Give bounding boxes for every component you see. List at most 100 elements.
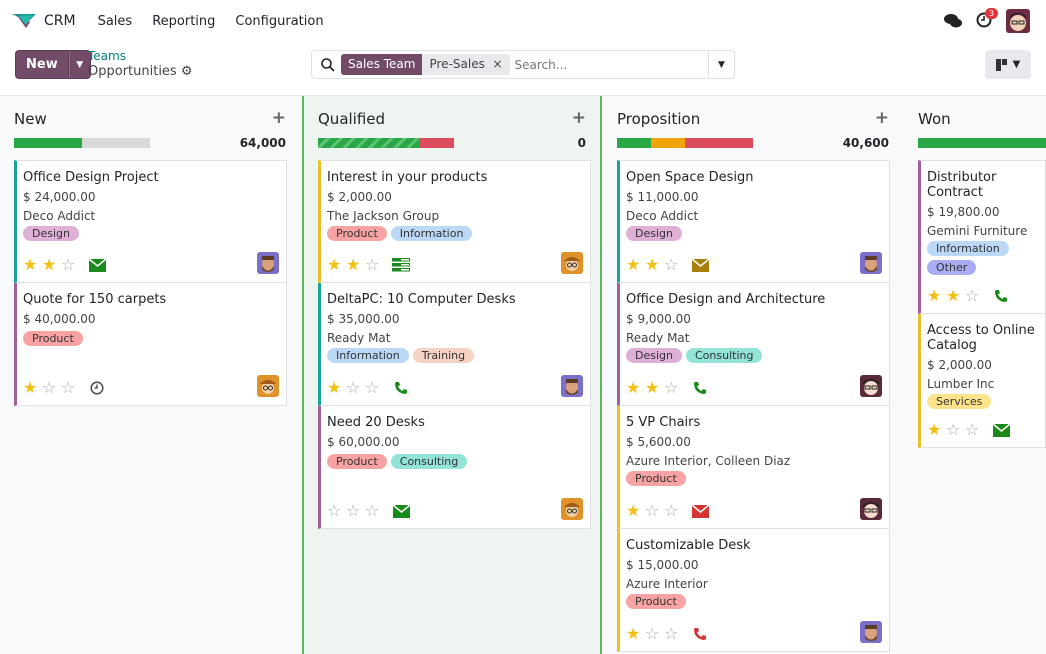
salesperson-avatar[interactable] [257,375,279,397]
card-title: Need 20 Desks [327,415,425,430]
search-input[interactable] [514,57,695,72]
salesperson-avatar[interactable] [860,498,882,520]
user-avatar[interactable] [1006,9,1030,33]
opportunity-card[interactable]: Customizable Desk $ 15,000.00 Azure Inte… [617,529,890,652]
new-dropdown-toggle[interactable]: ▼ [68,50,91,79]
new-button[interactable]: New [15,50,69,79]
opportunity-card[interactable]: Office Design and Architecture $ 9,000.0… [617,283,890,406]
phone-icon[interactable] [691,381,709,395]
top-navbar: CRM Sales Reporting Configuration 3 [0,0,1046,42]
priority-star-icon[interactable]: ☆ [42,378,57,397]
priority-star-icon[interactable]: ★ [645,255,660,274]
column-title[interactable]: Won [918,110,951,128]
opportunity-card[interactable]: 5 VP Chairs $ 5,600.00 Azure Interior, C… [617,406,890,529]
salesperson-avatar[interactable] [860,621,882,643]
envelope-icon[interactable] [88,258,106,272]
progress-segment[interactable] [318,138,419,148]
menu-sales[interactable]: Sales [97,13,133,29]
activity-button[interactable]: 3 [976,7,999,31]
app-name[interactable]: CRM [44,13,76,29]
priority-star-icon[interactable]: ★ [23,255,38,274]
priority-star-icon[interactable]: ☆ [61,255,76,274]
salesperson-avatar[interactable] [561,252,583,274]
chat-icon[interactable] [944,13,962,29]
envelope-icon[interactable] [691,504,709,518]
priority-star-icon[interactable]: ☆ [965,420,980,439]
column-title[interactable]: Qualified [318,110,386,128]
column-title[interactable]: New [14,110,47,128]
phone-icon[interactable] [691,627,709,641]
priority-star-icon[interactable]: ☆ [664,378,679,397]
tag-badge: Information [927,241,1009,256]
priority-star-icon[interactable]: ☆ [346,378,361,397]
priority-star-icon[interactable]: ★ [927,286,942,305]
salesperson-avatar[interactable] [561,498,583,520]
priority-star-icon[interactable]: ★ [23,378,38,397]
envelope-icon[interactable] [992,423,1010,437]
phone-icon[interactable] [992,289,1010,303]
progress-segment[interactable] [651,138,685,148]
menu-configuration[interactable]: Configuration [235,13,324,29]
breadcrumb-teams[interactable]: Teams [88,49,126,63]
clock-icon[interactable] [88,381,106,395]
priority-star-icon[interactable]: ☆ [946,420,961,439]
priority-star-icon[interactable]: ☆ [365,501,380,520]
opportunity-card[interactable]: DeltaPC: 10 Computer Desks $ 35,000.00 R… [318,283,591,406]
priority-star-icon[interactable]: ☆ [327,501,342,520]
opportunity-card[interactable]: Open Space Design $ 11,000.00 Deco Addic… [617,160,890,283]
priority-star-icon[interactable]: ☆ [346,501,361,520]
progress-segment[interactable] [685,138,753,148]
gear-icon[interactable]: ⚙ [180,64,193,79]
progress-segment[interactable] [14,138,82,148]
todo-list-icon[interactable] [392,258,410,272]
salesperson-avatar[interactable] [860,252,882,274]
priority-star-icon[interactable]: ★ [327,255,342,274]
facet-remove-icon[interactable]: × [492,57,503,71]
priority-star-icon[interactable]: ☆ [365,378,380,397]
column-title[interactable]: Proposition [617,110,701,128]
opportunity-card[interactable]: Need 20 Desks $ 60,000.00 Product Consult… [318,406,591,529]
salesperson-avatar[interactable] [257,252,279,274]
opportunity-card[interactable]: Distributor Contract $ 19,800.00 Gemini … [918,160,1046,314]
priority-star-icon[interactable]: ☆ [645,501,660,520]
priority-star-icon[interactable]: ★ [626,378,641,397]
priority-star-icon[interactable]: ★ [346,255,361,274]
envelope-icon[interactable] [691,258,709,272]
priority-star-icon[interactable]: ★ [626,255,641,274]
priority-star-icon[interactable]: ☆ [664,255,679,274]
salesperson-avatar[interactable] [561,375,583,397]
salesperson-avatar[interactable] [860,375,882,397]
priority-star-icon[interactable]: ★ [946,286,961,305]
priority-star-icon[interactable]: ★ [927,420,942,439]
priority-star-icon[interactable]: ★ [626,501,641,520]
view-switcher-button[interactable]: ▼ [985,50,1031,79]
quick-create-plus-icon[interactable]: + [271,108,286,128]
search-options-toggle[interactable]: ▼ [708,51,734,78]
card-title: Customizable Desk [626,538,751,553]
priority-star-icon[interactable]: ★ [327,378,342,397]
priority-star-icon[interactable]: ☆ [365,255,380,274]
quick-create-plus-icon[interactable]: + [874,108,889,128]
priority-star-icon[interactable]: ☆ [965,286,980,305]
quick-create-plus-icon[interactable]: + [571,108,586,128]
card-company: Ready Mat [626,331,690,345]
progress-segment[interactable] [418,138,454,148]
progress-segment[interactable] [617,138,651,148]
priority-star-icon[interactable]: ☆ [61,378,76,397]
priority-star-icon[interactable]: ☆ [645,624,660,643]
opportunity-card[interactable]: Interest in your products $ 2,000.00 The… [318,160,591,283]
priority-star-icon[interactable]: ★ [645,378,660,397]
menu-reporting[interactable]: Reporting [152,13,216,29]
envelope-icon[interactable] [392,504,410,518]
progress-segment[interactable] [918,138,1046,148]
priority-star-icon[interactable]: ☆ [664,501,679,520]
opportunity-card[interactable]: Quote for 150 carpets $ 40,000.00 Produc… [14,283,287,406]
phone-icon[interactable] [392,381,410,395]
priority-star-icon[interactable]: ☆ [664,624,679,643]
column-total: 0 [577,136,586,150]
opportunity-card[interactable]: Access to Online Catalog $ 2,000.00 Lumb… [918,314,1046,448]
priority-star-icon[interactable]: ★ [42,255,57,274]
opportunity-card[interactable]: Office Design Project $ 24,000.00 Deco A… [14,160,287,283]
priority-star-icon[interactable]: ★ [626,624,641,643]
crm-logo-icon[interactable] [12,12,36,30]
